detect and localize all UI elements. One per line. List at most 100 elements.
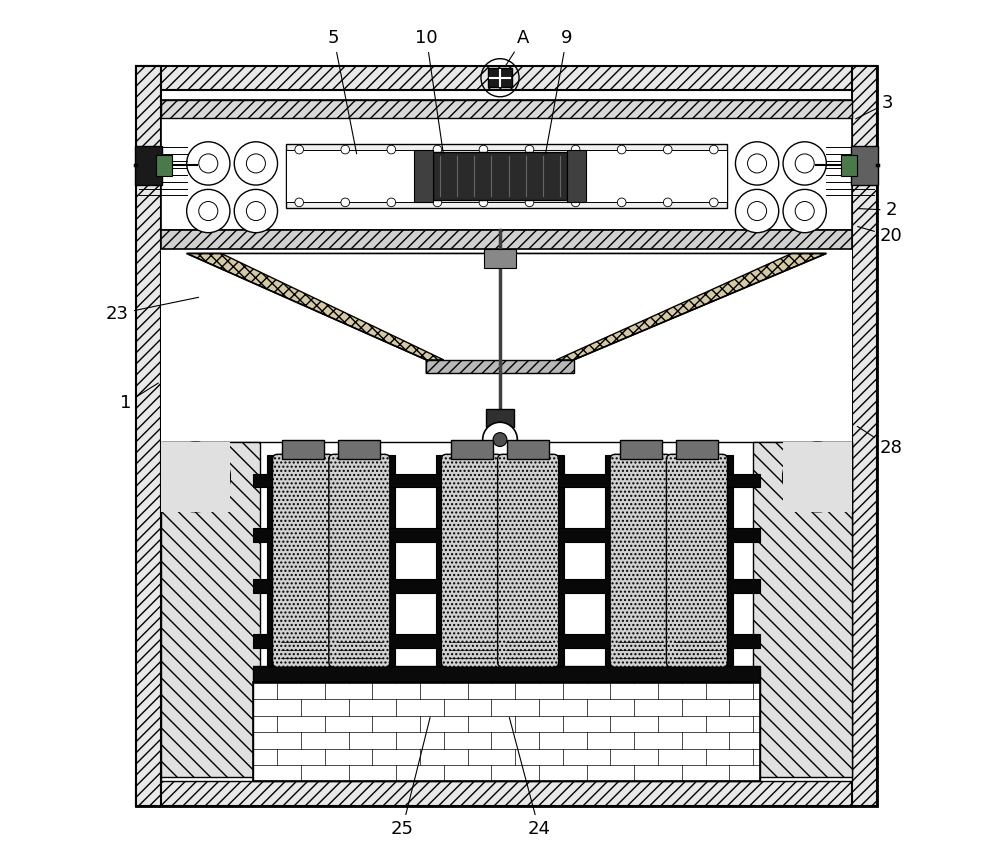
Bar — [841, 155, 857, 175]
Bar — [380, 455, 395, 667]
Text: 28: 28 — [857, 427, 903, 457]
Bar — [253, 682, 760, 781]
Circle shape — [387, 198, 396, 206]
Bar — [135, 146, 162, 185]
Text: 9: 9 — [546, 29, 572, 153]
Circle shape — [493, 433, 507, 447]
Bar — [484, 249, 516, 268]
Bar — [488, 68, 512, 88]
Bar — [665, 455, 673, 667]
Circle shape — [735, 142, 779, 185]
Circle shape — [295, 146, 304, 154]
FancyBboxPatch shape — [329, 454, 390, 668]
Circle shape — [161, 442, 230, 512]
Bar — [136, 66, 877, 90]
Bar — [717, 455, 733, 667]
FancyBboxPatch shape — [498, 454, 559, 668]
FancyBboxPatch shape — [273, 454, 334, 668]
Circle shape — [295, 198, 304, 206]
Circle shape — [187, 189, 230, 232]
Bar — [286, 144, 727, 208]
Bar — [783, 442, 852, 512]
Bar — [286, 151, 727, 201]
Bar — [253, 529, 760, 543]
Circle shape — [663, 198, 672, 206]
Circle shape — [234, 142, 278, 185]
Bar — [161, 230, 852, 249]
Circle shape — [663, 146, 672, 154]
Circle shape — [479, 146, 488, 154]
Text: 3: 3 — [856, 94, 894, 119]
Circle shape — [748, 154, 767, 173]
Text: 23: 23 — [106, 297, 199, 323]
Bar — [161, 442, 230, 512]
Bar — [282, 440, 324, 460]
Bar — [851, 146, 878, 185]
Circle shape — [571, 146, 580, 154]
Text: 1: 1 — [120, 383, 158, 412]
Bar — [548, 455, 564, 667]
Circle shape — [387, 146, 396, 154]
Circle shape — [617, 146, 626, 154]
Bar — [161, 101, 852, 118]
Circle shape — [246, 154, 265, 173]
Circle shape — [735, 189, 779, 232]
Polygon shape — [187, 253, 444, 360]
Circle shape — [795, 154, 814, 173]
Bar — [436, 455, 452, 667]
Bar — [426, 360, 574, 373]
Bar — [433, 153, 567, 199]
Circle shape — [709, 146, 718, 154]
Bar — [253, 682, 760, 781]
Circle shape — [525, 198, 534, 206]
Text: 5: 5 — [328, 29, 357, 153]
Bar — [327, 455, 335, 667]
Bar — [136, 66, 877, 805]
Bar — [507, 440, 549, 460]
Circle shape — [246, 201, 265, 220]
Bar — [156, 155, 172, 175]
Circle shape — [479, 198, 488, 206]
Bar — [253, 579, 760, 593]
Circle shape — [525, 146, 534, 154]
Bar — [136, 66, 161, 805]
Circle shape — [783, 142, 826, 185]
Bar — [486, 409, 514, 427]
Polygon shape — [556, 253, 826, 360]
Bar — [161, 442, 852, 781]
Bar — [253, 473, 760, 487]
Circle shape — [709, 198, 718, 206]
Circle shape — [783, 442, 852, 512]
Circle shape — [795, 201, 814, 220]
Circle shape — [571, 198, 580, 206]
FancyBboxPatch shape — [610, 454, 671, 668]
Text: A: A — [505, 29, 530, 67]
Circle shape — [187, 142, 230, 185]
Circle shape — [617, 198, 626, 206]
Text: 2: 2 — [858, 201, 897, 219]
Bar — [605, 455, 620, 667]
Bar — [161, 249, 852, 442]
Circle shape — [199, 154, 218, 173]
Bar — [620, 440, 662, 460]
Text: 20: 20 — [858, 226, 903, 245]
Circle shape — [433, 198, 442, 206]
Bar — [161, 442, 260, 777]
Circle shape — [783, 189, 826, 232]
Text: 24: 24 — [509, 718, 550, 838]
Circle shape — [748, 201, 767, 220]
Bar — [753, 442, 852, 777]
Circle shape — [483, 422, 517, 457]
Bar — [567, 151, 586, 201]
Bar — [267, 455, 283, 667]
Text: 10: 10 — [415, 29, 443, 153]
Text: 25: 25 — [391, 718, 430, 838]
Bar — [338, 440, 380, 460]
Circle shape — [234, 189, 278, 232]
Bar — [676, 440, 718, 460]
Bar — [451, 440, 493, 460]
Circle shape — [341, 198, 350, 206]
Bar — [852, 66, 877, 805]
Bar — [161, 101, 852, 230]
Circle shape — [341, 146, 350, 154]
